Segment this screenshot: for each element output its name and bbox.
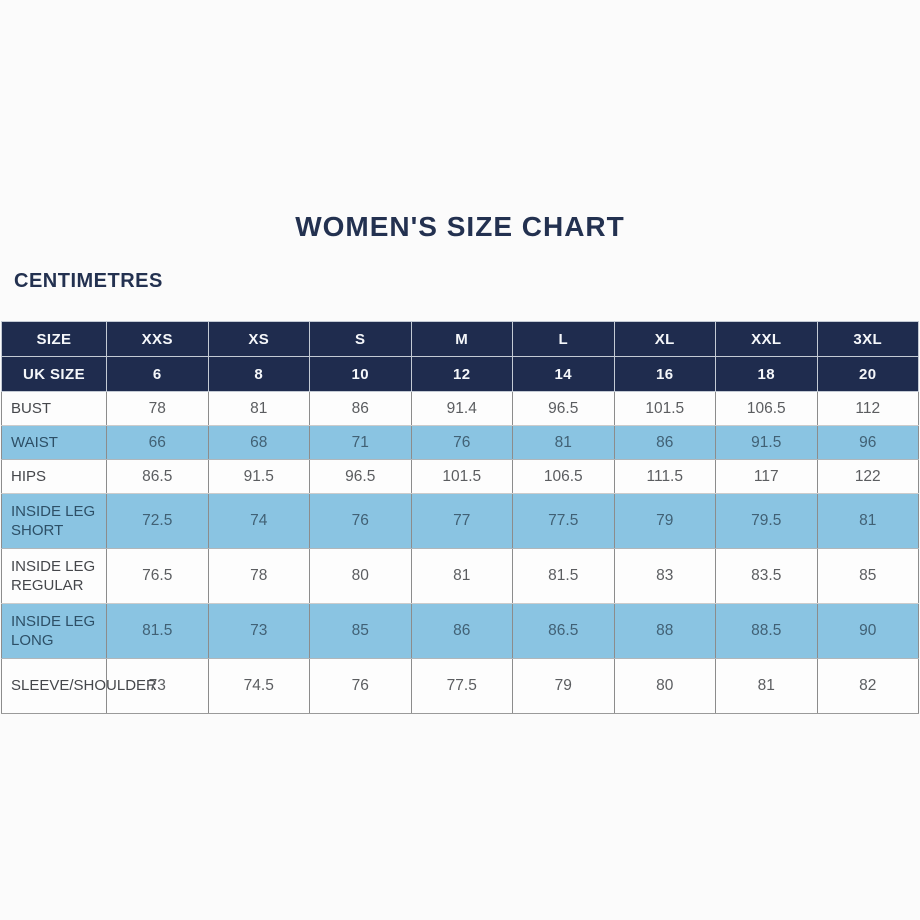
row-label-cell: INSIDE LEG SHORT <box>1 493 107 549</box>
size-chart-table: SIZE XXS XS S M L XL XXL 3XL UK SIZE 6 8 10 12 14 16 18 2… <box>1 321 919 714</box>
value-cell: 96.5 <box>309 459 412 494</box>
unit-label: CENTIMETRES <box>14 270 163 292</box>
value-cell: 81.5 <box>512 548 615 604</box>
header-value-cell: 18 <box>715 356 818 392</box>
value-cell: 81 <box>816 493 919 549</box>
header-value-cell: S <box>309 321 412 357</box>
value-cell: 91.4 <box>410 391 513 426</box>
value-cell: 96.5 <box>512 391 615 426</box>
header-value-cell: 12 <box>410 356 513 392</box>
measurement-row: SLEEVE/SHOULDER 73 74.5 76 77.5 79 80 81 82 <box>1 658 919 714</box>
header-value-cell: M <box>410 321 513 357</box>
measurement-row: BUST 78 81 86 91.4 96.5 101.5 106.5 112 <box>1 391 919 426</box>
value-cell: 74.5 <box>207 658 310 714</box>
row-label-cell: SLEEVE/SHOULDER <box>1 658 157 714</box>
value-cell: 81 <box>207 391 310 426</box>
value-cell: 77.5 <box>410 658 513 714</box>
value-cell: 106.5 <box>512 459 615 494</box>
value-cell: 81 <box>715 658 818 714</box>
value-cell: 76 <box>309 658 412 714</box>
header-label-cell: SIZE <box>1 321 107 357</box>
value-cell: 86 <box>410 603 513 659</box>
value-cell: 81.5 <box>106 603 209 659</box>
value-cell: 74 <box>207 493 310 549</box>
header-value-cell: XXL <box>715 321 818 357</box>
uk-size-header-row: UK SIZE 6 8 10 12 14 16 18 20 <box>1 356 919 392</box>
value-cell: 85 <box>309 603 412 659</box>
value-cell: 81 <box>410 548 513 604</box>
value-cell: 83 <box>613 548 716 604</box>
value-cell: 81 <box>512 425 615 460</box>
measurement-row: INSIDE LEG SHORT 72.5 74 76 77 77.5 79 79.5 81 <box>1 493 919 549</box>
value-cell: 86 <box>613 425 716 460</box>
value-cell: 86.5 <box>512 603 615 659</box>
value-cell: 76.5 <box>106 548 209 604</box>
measurement-row: WAIST 66 68 71 76 81 86 91.5 96 <box>1 425 919 460</box>
size-chart-table-container: SIZE XXS XS S M L XL XXL 3XL UK SIZE 6 8 10 12 14 16 18 2… <box>1 321 919 714</box>
header-value-cell: 10 <box>309 356 412 392</box>
value-cell: 91.5 <box>207 459 310 494</box>
header-value-cell: 20 <box>816 356 919 392</box>
value-cell: 112 <box>816 391 919 426</box>
value-cell: 90 <box>816 603 919 659</box>
value-cell: 79 <box>613 493 716 549</box>
value-cell: 73 <box>207 603 310 659</box>
value-cell: 76 <box>410 425 513 460</box>
value-cell: 122 <box>816 459 919 494</box>
row-label-cell: INSIDE LEG REGULAR <box>1 548 107 604</box>
page-title: WOMEN'S SIZE CHART <box>295 211 625 242</box>
value-cell: 85 <box>816 548 919 604</box>
header-value-cell: XL <box>613 321 716 357</box>
value-cell: 88 <box>613 603 716 659</box>
header-label-cell: UK SIZE <box>1 356 107 392</box>
value-cell: 117 <box>715 459 818 494</box>
header-value-cell: XS <box>207 321 310 357</box>
value-cell: 71 <box>309 425 412 460</box>
value-cell: 78 <box>207 548 310 604</box>
size-header-row: SIZE XXS XS S M L XL XXL 3XL <box>1 321 919 357</box>
value-cell: 68 <box>207 425 310 460</box>
size-chart-header: SIZE XXS XS S M L XL XXL 3XL UK SIZE 6 8 10 12 14 16 18 2… <box>1 321 919 392</box>
value-cell: 72.5 <box>106 493 209 549</box>
header-value-cell: 8 <box>207 356 310 392</box>
value-cell: 88.5 <box>715 603 818 659</box>
value-cell: 77 <box>410 493 513 549</box>
header-value-cell: L <box>512 321 615 357</box>
value-cell: 106.5 <box>715 391 818 426</box>
value-cell: 86.5 <box>106 459 209 494</box>
value-cell: 73 <box>106 658 209 714</box>
header-value-cell: 14 <box>512 356 615 392</box>
value-cell: 79.5 <box>715 493 818 549</box>
value-cell: 79 <box>512 658 615 714</box>
measurement-row: INSIDE LEG REGULAR 76.5 78 80 81 81.5 83 83.5 85 <box>1 548 919 604</box>
header-value-cell: XXS <box>106 321 209 357</box>
value-cell: 101.5 <box>410 459 513 494</box>
value-cell: 77.5 <box>512 493 615 549</box>
value-cell: 78 <box>106 391 209 426</box>
value-cell: 111.5 <box>613 459 716 494</box>
measurement-row: INSIDE LEG LONG 81.5 73 85 86 86.5 88 88.5 90 <box>1 603 919 659</box>
value-cell: 91.5 <box>715 425 818 460</box>
header-value-cell: 3XL <box>816 321 919 357</box>
row-label-cell: HIPS <box>1 459 107 494</box>
size-chart-body: BUST 78 81 86 91.4 96.5 101.5 106.5 112 WAIST 66 68… <box>1 391 919 714</box>
row-label-cell: INSIDE LEG LONG <box>1 603 107 659</box>
measurement-row: HIPS 86.5 91.5 96.5 101.5 106.5 111.5 117 122 <box>1 459 919 494</box>
row-label-cell: WAIST <box>1 425 107 460</box>
value-cell: 66 <box>106 425 209 460</box>
value-cell: 80 <box>613 658 716 714</box>
value-cell: 101.5 <box>613 391 716 426</box>
value-cell: 83.5 <box>715 548 818 604</box>
row-label-cell: BUST <box>1 391 107 426</box>
value-cell: 80 <box>309 548 412 604</box>
value-cell: 86 <box>309 391 412 426</box>
header-value-cell: 6 <box>106 356 209 392</box>
value-cell: 76 <box>309 493 412 549</box>
header-value-cell: 16 <box>613 356 716 392</box>
value-cell: 82 <box>816 658 919 714</box>
value-cell: 96 <box>816 425 919 460</box>
